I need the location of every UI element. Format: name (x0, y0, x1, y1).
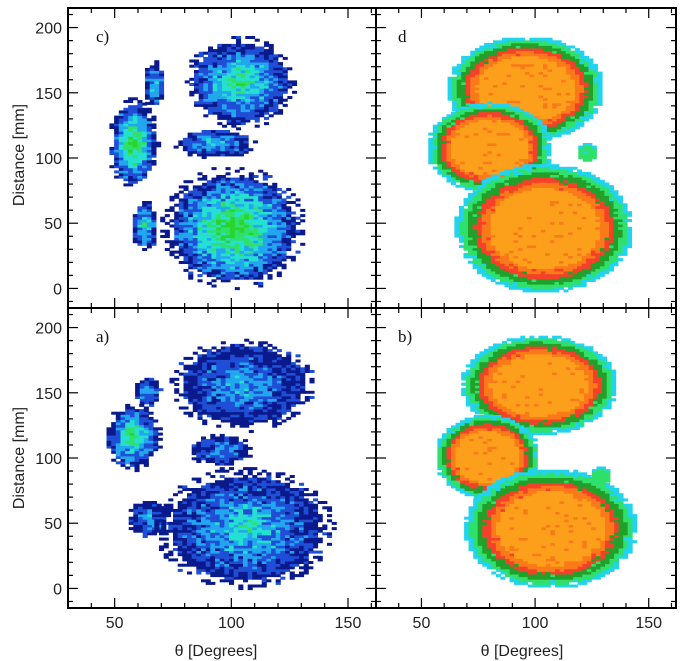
y-tick-label: 100 (35, 451, 62, 468)
y-tick-label: 200 (35, 21, 62, 38)
y-tick-label: 50 (44, 216, 62, 233)
x-tick-label: 50 (106, 615, 124, 632)
panels-layer (106, 36, 638, 591)
heatmap-panel-c (109, 36, 306, 291)
y-axis-title-bottom: Distance [mm] (11, 407, 28, 509)
y-tick-label: 200 (35, 321, 62, 338)
y-tick-label: 100 (35, 151, 62, 168)
y-tick-label: 50 (44, 516, 62, 533)
x-tick-label: 100 (522, 615, 549, 632)
y-tick-label: 0 (53, 281, 62, 298)
y-tick-label: 150 (35, 86, 62, 103)
x-tick-label: 50 (413, 615, 431, 632)
panel-label-b: b) (398, 327, 412, 346)
x-axis-title-right: θ [Degrees] (481, 643, 564, 660)
ticks-layer: 0 50 100 150 200 0 50 100 150 200 50 100 150 50 100 150 (35, 8, 676, 632)
x-tick-label: 150 (335, 615, 362, 632)
heatmap-panel-b (437, 335, 638, 588)
x-tick-label: 100 (218, 615, 245, 632)
panel-label-d: d (398, 27, 407, 46)
y-tick-label: 0 (53, 581, 62, 598)
heatmap-panel-d (428, 37, 633, 293)
x-axis-title-left: θ [Degrees] (175, 643, 258, 660)
panel-label-c: c) (96, 27, 109, 46)
panel-label-a: a) (96, 327, 109, 346)
y-tick-label: 150 (35, 386, 62, 403)
x-tick-label: 150 (635, 615, 662, 632)
heatmap-panel-a (106, 338, 337, 591)
y-axis-title-top: Distance [mm] (11, 104, 28, 206)
